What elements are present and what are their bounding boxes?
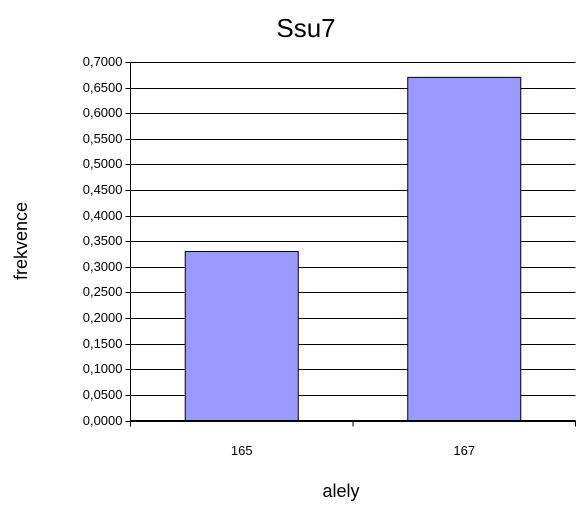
y-tick-label: 0,6000	[83, 105, 123, 120]
bar	[184, 250, 299, 421]
y-tick-label: 0,3000	[83, 259, 123, 274]
x-tick-label: 167	[453, 443, 475, 458]
x-tick-label: 165	[231, 443, 253, 458]
y-axis-label: frekvence	[11, 202, 31, 280]
y-tick-label: 0,3500	[83, 233, 123, 248]
y-tick-label: 0,4000	[83, 208, 123, 223]
x-axis-label: alely	[322, 481, 359, 501]
y-tick-label: 0,0000	[83, 413, 123, 428]
y-tick-label: 0,2500	[83, 284, 123, 299]
y-tick-label: 0,6500	[83, 80, 123, 95]
chart-title: Ssu7	[276, 13, 335, 43]
y-tick-label: 0,7000	[83, 54, 123, 69]
y-tick-label: 0,0500	[83, 387, 123, 402]
y-tick-label: 0,4500	[83, 182, 123, 197]
y-tick-label: 0,1000	[83, 361, 123, 376]
y-tick-label: 0,5500	[83, 131, 123, 146]
y-tick-label: 0,5000	[83, 156, 123, 171]
y-tick-label: 0,2000	[83, 310, 123, 325]
bar	[407, 76, 522, 421]
y-tick-label: 0,1500	[83, 336, 123, 351]
